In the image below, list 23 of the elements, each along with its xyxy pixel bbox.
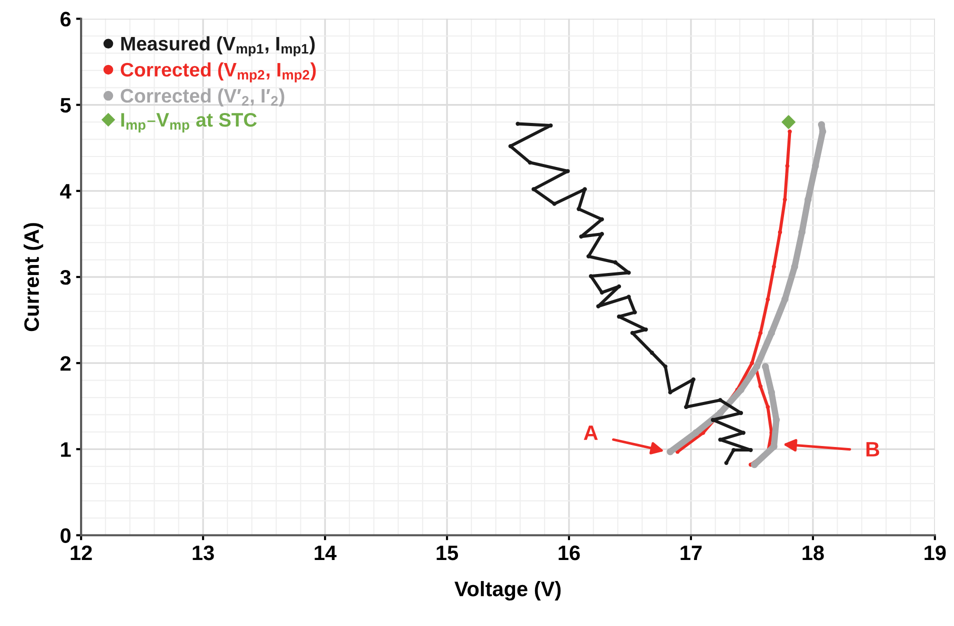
x-tick-label: 13: [192, 546, 214, 560]
annotation: A: [584, 426, 598, 440]
legend-label: Corrected (V$_{mp2}$, I$_{mp2}$): [120, 62, 316, 82]
y-tick-label: 1: [61, 442, 71, 457]
x-tick-label: 14: [314, 546, 337, 560]
y-tick-label: 3: [60, 270, 71, 285]
y-tick-label: 2: [60, 356, 71, 371]
x-tick-label: 12: [70, 546, 92, 560]
x-tick-label: 15: [436, 546, 458, 560]
legend-label: Corrected (V′$_{2}$, I′$_{2}$): [120, 88, 284, 107]
legend-label: Measured (V$_{mp1}$, I$_{mp1}$): [121, 36, 315, 56]
x-tick-label: 16: [558, 546, 580, 560]
x-tick-label: 17: [680, 546, 702, 560]
x-axis-title: Voltage (V): [454, 581, 561, 601]
y-tick-label: 0: [60, 528, 71, 543]
y-tick-label: 5: [60, 98, 71, 113]
y-axis-title: Current (A): [24, 223, 44, 332]
x-tick-label: 19: [924, 546, 946, 560]
x-tick-label: 18: [802, 546, 824, 560]
y-tick-label: 6: [60, 12, 71, 27]
annotation: B: [866, 442, 880, 456]
legend-label: I$_{mp}$–V$_{mp}$ at STC: [121, 112, 257, 132]
y-tick-label: 4: [60, 184, 72, 198]
